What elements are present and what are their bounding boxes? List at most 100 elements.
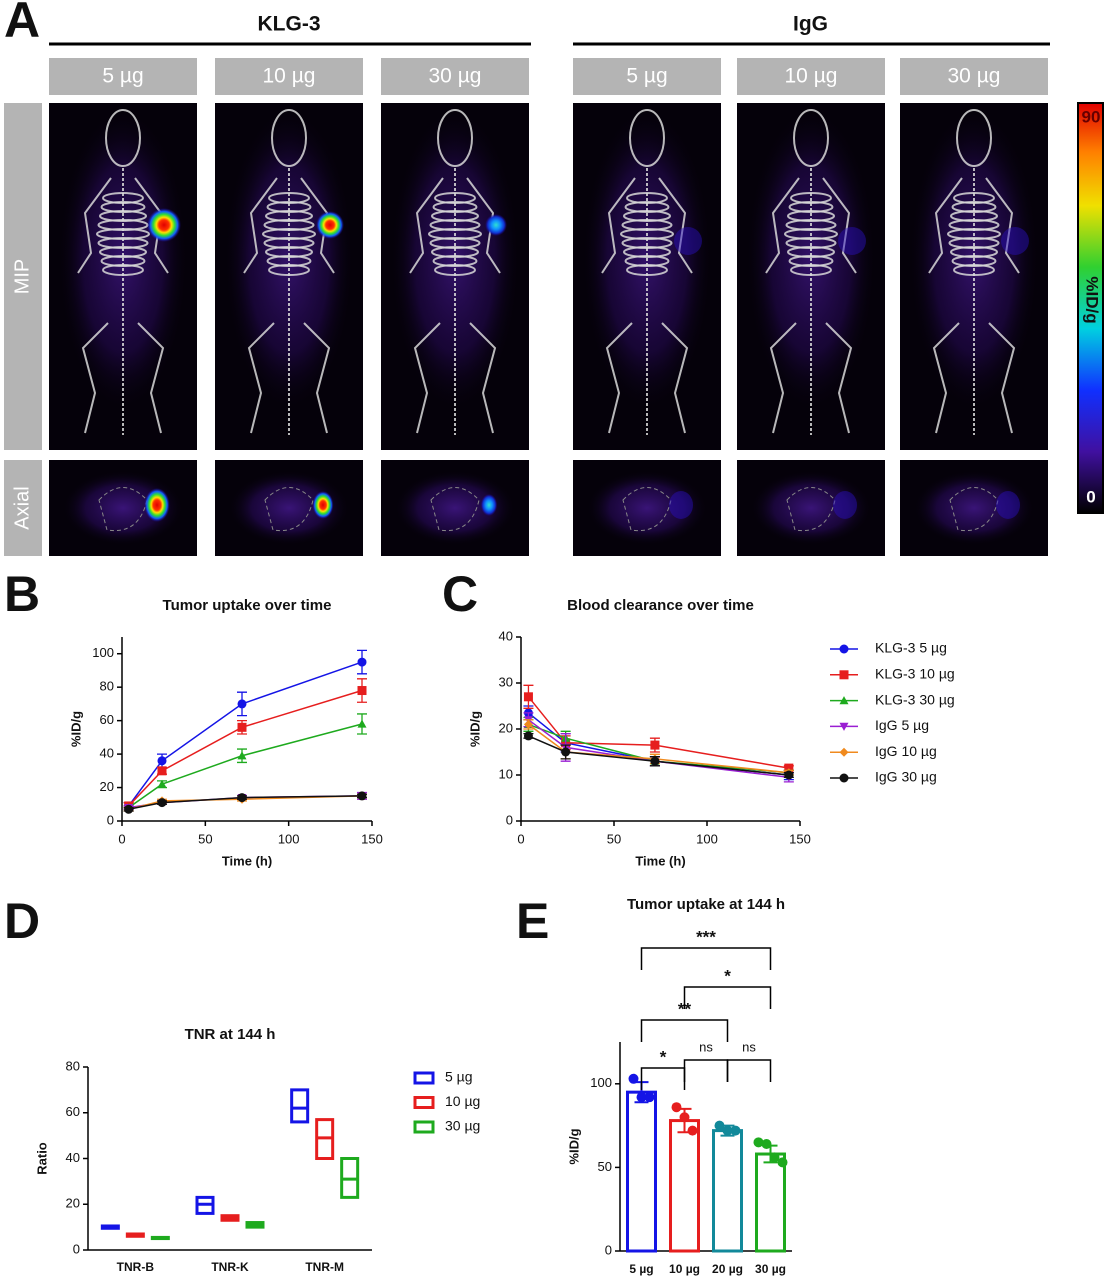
marker (561, 747, 571, 757)
y-tick-label: 40 (100, 746, 114, 761)
y-tick-label: 40 (499, 628, 513, 643)
marker (357, 657, 367, 667)
rib (102, 264, 144, 276)
section-signal (748, 469, 874, 547)
skull (793, 109, 829, 167)
tumor-signal (312, 491, 334, 519)
y-tick-label: 80 (100, 679, 114, 694)
chart-title: TNR at 144 h (185, 1026, 276, 1043)
skull (271, 109, 307, 167)
tumor-signal (1001, 227, 1029, 255)
marker (784, 770, 794, 780)
series-line (128, 795, 363, 811)
marker (124, 804, 134, 814)
dose-label: 30 µg (948, 65, 1001, 88)
series-line (527, 719, 789, 779)
x-tick-label: 150 (789, 831, 811, 846)
marker (523, 731, 533, 741)
arm (243, 177, 278, 274)
leg (469, 322, 497, 434)
rib (953, 264, 995, 276)
significance-label: ns (699, 1039, 713, 1054)
x-tick-label: 100 (278, 831, 300, 846)
marker (237, 793, 247, 803)
series-line (528, 735, 789, 776)
leg (605, 322, 633, 434)
chart-title: Tumor uptake over time (163, 597, 332, 614)
tumor-signal (485, 214, 507, 236)
tumor-signal (674, 227, 702, 255)
x-tick-label: 0 (517, 831, 524, 846)
x-tick-label: 50 (607, 831, 621, 846)
legend-label: KLG-3 30 µg (875, 691, 955, 707)
y-axis-label: %ID/g (68, 711, 83, 747)
marker (357, 686, 367, 696)
arm (765, 177, 800, 274)
leg (932, 322, 960, 434)
arm (77, 177, 112, 274)
y-tick-label: 20 (499, 720, 513, 735)
marker (237, 751, 247, 760)
y-tick-label: 100 (590, 1075, 612, 1090)
row-header (4, 103, 42, 450)
y-tick-label: 20 (100, 779, 114, 794)
x-tick-label: 100 (696, 831, 718, 846)
tumor-signal (316, 211, 344, 239)
colorbar (1077, 102, 1104, 514)
x-tick-label: TNR-M (305, 1260, 344, 1274)
dose-label: 10 µg (785, 65, 838, 88)
y-tick-label: 0 (605, 1242, 612, 1257)
panel-letter: D (4, 893, 40, 949)
row-header (4, 460, 42, 556)
section-signal (392, 469, 518, 547)
marker (650, 740, 660, 750)
legend-label: IgG 5 µg (875, 717, 929, 733)
tumor-signal (144, 488, 170, 522)
tumor-signal (669, 491, 693, 519)
colorbar-tick: 0 (1086, 487, 1095, 506)
chart-title: Tumor uptake at 144 h (627, 896, 785, 913)
skull (956, 109, 992, 167)
marker (357, 791, 367, 801)
dose-label: 10 µg (263, 65, 316, 88)
dose-header (900, 58, 1048, 95)
x-tick-label: TNR-B (117, 1260, 155, 1274)
section-bone (949, 487, 999, 532)
image-column: 10 µg (215, 58, 363, 556)
arm (658, 177, 693, 274)
bar (712, 1129, 743, 1253)
group-title: KLG-3 (258, 13, 321, 36)
data-point (628, 1073, 639, 1084)
data-point (679, 1112, 690, 1123)
colorbar-tick: 90 (1082, 107, 1101, 126)
tumor-signal (480, 494, 498, 516)
legend-label: KLG-3 5 µg (875, 640, 947, 656)
legend-swatch (413, 1096, 435, 1109)
data-point (769, 1152, 780, 1163)
panel-letter: B (4, 566, 40, 622)
data-point (722, 1125, 733, 1136)
marker (157, 779, 167, 788)
y-tick-label: 60 (66, 1104, 80, 1119)
arm (928, 177, 963, 274)
arm (409, 177, 444, 274)
y-tick-label: 10 (499, 766, 513, 781)
significance-label: * (724, 966, 731, 985)
legend-label: 30 µg (445, 1118, 480, 1134)
series-line (128, 661, 363, 807)
dose-header (737, 58, 885, 95)
group-title: IgG (793, 13, 828, 36)
marker (237, 722, 247, 732)
chart-title: Blood clearance over time (567, 597, 754, 614)
leg (303, 322, 331, 434)
skull (437, 109, 473, 167)
bar (626, 1090, 657, 1253)
y-tick-label: 30 (499, 674, 513, 689)
significance-label: ns (742, 1039, 756, 1054)
colorbar-label: %ID/g (1083, 276, 1102, 323)
tumor-signal (833, 491, 857, 519)
y-axis-label: %ID/g (467, 711, 482, 747)
marker (157, 766, 167, 776)
image-column: 5 µg (49, 58, 197, 556)
marker (839, 696, 849, 705)
